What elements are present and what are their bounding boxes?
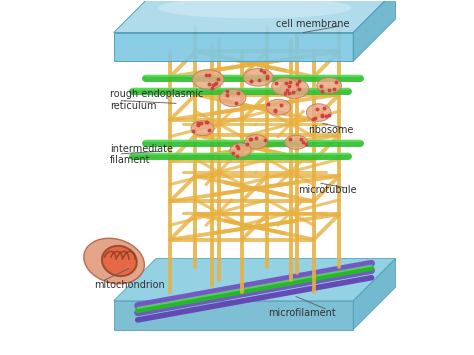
Polygon shape — [353, 0, 395, 61]
Text: cell membrane: cell membrane — [276, 19, 350, 29]
Ellipse shape — [245, 135, 267, 149]
Polygon shape — [114, 258, 395, 301]
Text: intermediate
filament: intermediate filament — [110, 144, 173, 165]
Ellipse shape — [306, 104, 331, 121]
Ellipse shape — [191, 121, 214, 136]
Text: mitochondrion: mitochondrion — [94, 280, 165, 290]
Ellipse shape — [266, 99, 291, 115]
Ellipse shape — [158, 0, 352, 18]
Ellipse shape — [243, 69, 273, 86]
Text: ribosome: ribosome — [308, 125, 353, 135]
Text: rough endoplasmic
reticulum: rough endoplasmic reticulum — [110, 89, 203, 111]
Ellipse shape — [102, 246, 137, 276]
Polygon shape — [353, 258, 395, 329]
Polygon shape — [114, 33, 353, 61]
Ellipse shape — [281, 79, 309, 98]
Ellipse shape — [285, 135, 308, 149]
Text: microfilament: microfilament — [268, 308, 336, 318]
Ellipse shape — [230, 143, 251, 157]
Ellipse shape — [272, 78, 298, 95]
Text: microtubule: microtubule — [298, 185, 357, 195]
Ellipse shape — [317, 77, 341, 93]
Polygon shape — [114, 301, 353, 329]
Ellipse shape — [84, 238, 145, 284]
Ellipse shape — [219, 89, 246, 107]
Ellipse shape — [192, 70, 224, 89]
Polygon shape — [114, 0, 395, 33]
